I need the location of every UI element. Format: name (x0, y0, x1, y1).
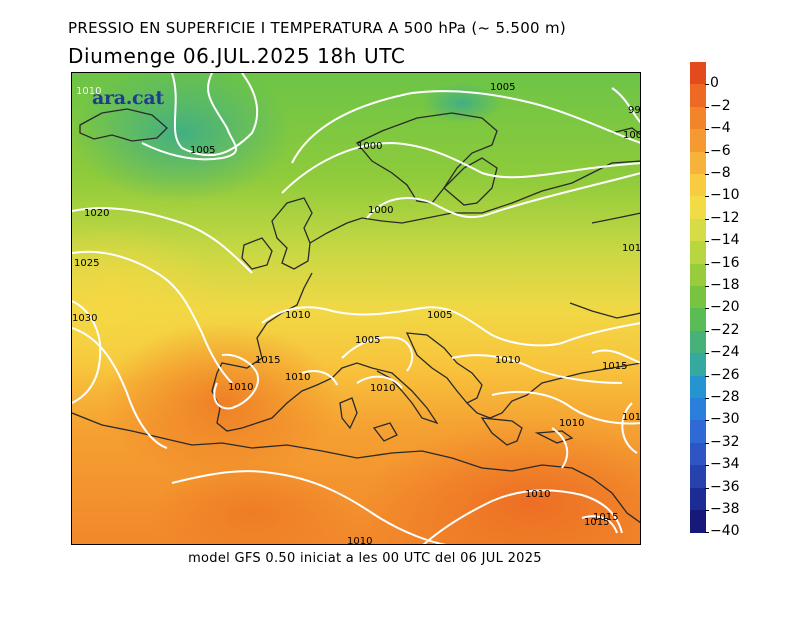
isobar-label: 1000 (368, 205, 393, 216)
colorbar-segment (690, 308, 706, 332)
colorbar-segment (690, 442, 706, 466)
colorbar-label: −24 (710, 344, 740, 361)
isobar-label: 1025 (74, 258, 99, 269)
colorbar-label: −8 (710, 165, 731, 181)
colorbar-segment (690, 196, 706, 220)
isobar-label: 1010 (559, 418, 584, 429)
isobar-label: 1010 (228, 382, 253, 393)
colorbar-label: −4 (710, 120, 731, 137)
colorbar-tick (705, 241, 709, 243)
isobar-label: 1010 (285, 310, 310, 321)
isobar-label: 1010 (495, 355, 520, 366)
colorbar-segment (690, 241, 706, 265)
colorbar-segment (690, 465, 706, 489)
isobar-label: 995 (628, 105, 641, 116)
colorbar-label: −14 (710, 232, 740, 249)
colorbar-segment (690, 129, 706, 153)
isobar-label: 1015 (584, 517, 609, 528)
colorbar-segment (690, 174, 706, 197)
colorbar-label: −22 (710, 321, 740, 338)
colorbar-label: −36 (710, 478, 740, 495)
colorbar-segment (690, 398, 706, 421)
colorbar-segment (690, 353, 706, 377)
isobar-label: 1010 (525, 489, 550, 500)
isobar-label: 1015 (255, 355, 280, 366)
colorbar-tick (705, 510, 709, 511)
colorbar-tick (705, 487, 709, 489)
colorbar-tick (705, 151, 709, 153)
colorbar-tick (705, 375, 709, 377)
isobar-label: 1000 (623, 130, 641, 141)
colorbar-segment (690, 330, 706, 354)
colorbar-tick (705, 286, 709, 287)
isobar-label: 1010 (370, 383, 395, 394)
colorbar-segment (690, 375, 706, 399)
colorbar-segment (690, 263, 706, 287)
isobar-label: 1005 (490, 82, 515, 93)
colorbar-segment (690, 420, 706, 444)
model-footer: model GFS 0.50 iniciat a les 00 UTC del … (188, 551, 542, 566)
colorbar-label: −20 (710, 299, 740, 316)
coastlines (72, 108, 640, 524)
colorbar-tick (705, 308, 709, 310)
colorbar-label: 0 (710, 75, 719, 92)
isobar-label: 1010 (622, 243, 641, 254)
weather-map: 1010 1005 1005 1000 1020 1025 1030 1000 … (71, 72, 641, 545)
colorbar-tick (705, 353, 709, 355)
colorbar-tick (705, 398, 709, 399)
colorbar-segment (690, 510, 706, 533)
colorbar-tick (705, 442, 709, 444)
isobar-label: 1010 (76, 86, 101, 97)
colorbar-label: −26 (710, 366, 740, 383)
colorbar-tick (705, 465, 709, 467)
colorbar-tick (705, 106, 709, 108)
colorbar-tick (705, 263, 709, 265)
colorbar-segment (690, 487, 706, 511)
isobar-label: 1030 (72, 313, 97, 324)
colorbar-label: −6 (710, 142, 731, 159)
map-svg: 1010 1005 1005 1000 1020 1025 1030 1000 … (72, 73, 641, 545)
isobar-label: 1010 (285, 372, 310, 383)
map-title: PRESSIO EN SUPERFICIE I TEMPERATURA A 50… (68, 19, 567, 37)
colorbar-tick (705, 218, 709, 220)
colorbar-segment (690, 151, 706, 175)
isobar-label: 1015 (593, 512, 618, 523)
colorbar-label: −40 (710, 523, 740, 540)
colorbar-label: −12 (710, 209, 740, 226)
isobar-label: 1005 (190, 145, 215, 156)
colorbar-label: −30 (710, 411, 740, 428)
colorbar-tick (705, 84, 709, 86)
isobar-label: 1005 (355, 335, 380, 346)
colorbar-tick (705, 532, 709, 534)
isobar-label: 1000 (357, 141, 382, 152)
colorbar-segment (690, 286, 706, 309)
colorbar-tick (705, 174, 709, 175)
colorbar-label: −2 (710, 97, 731, 114)
colorbar-label: −18 (710, 277, 740, 293)
isobar-labels: 1010 1005 1005 1000 1020 1025 1030 1000 … (72, 82, 641, 545)
colorbar-segment (690, 218, 706, 242)
colorbar-tick (705, 196, 709, 198)
isobar-label: 1010 (347, 536, 372, 545)
colorbar-label: −32 (710, 433, 740, 450)
colorbar-label: −34 (710, 456, 740, 473)
colorbar-tick (705, 330, 709, 332)
isobar-label: 1020 (84, 208, 109, 219)
ara-cat-logo: ara.cat (92, 87, 164, 109)
isobar-label: 1010 (622, 412, 641, 423)
temperature-colorbar (690, 62, 706, 554)
colorbar-tick (705, 129, 709, 131)
map-subtitle: Diumenge 06.JUL.2025 18h UTC (68, 44, 406, 68)
colorbar-label: −28 (710, 389, 740, 405)
isobar-label: 1005 (427, 310, 452, 321)
colorbar-tick (705, 420, 709, 422)
colorbar-label: −10 (710, 187, 740, 204)
colorbar-segment (690, 84, 706, 108)
colorbar-label: −38 (710, 501, 740, 517)
colorbar-segment (690, 62, 706, 85)
isobar-lines (72, 73, 640, 544)
colorbar-label: −16 (710, 254, 740, 271)
colorbar-segment (690, 106, 706, 130)
isobar-label: 1015 (602, 361, 627, 372)
